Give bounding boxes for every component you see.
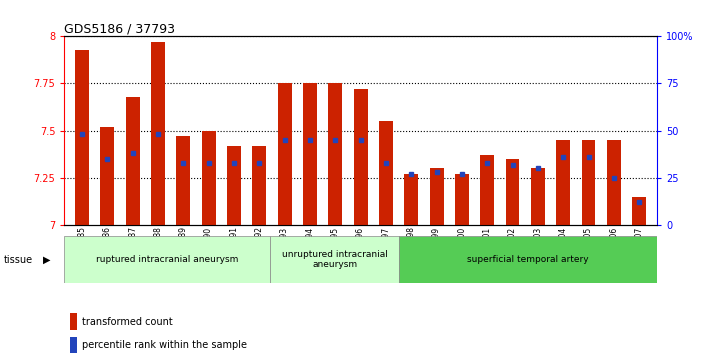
Bar [581,140,595,225]
Bar [430,168,443,225]
Text: ▶: ▶ [43,254,51,265]
Bar [607,140,620,225]
Bar [481,155,494,225]
Bar [278,83,291,225]
Text: superficial temporal artery: superficial temporal artery [467,255,589,264]
Text: transformed count: transformed count [82,317,173,327]
Bar [176,136,190,225]
Bar [353,89,368,225]
Bar [126,97,140,225]
Bar [506,159,520,225]
Bar [227,146,241,225]
Text: GDS5186 / 37793: GDS5186 / 37793 [64,22,175,35]
Bar [399,236,657,283]
Bar [70,313,77,330]
Bar [151,42,165,225]
Bar [531,168,545,225]
Bar [64,236,271,283]
Bar [632,197,646,225]
Bar [201,131,216,225]
Bar [455,174,469,225]
Bar [252,146,266,225]
Text: unruptured intracranial
aneurysm: unruptured intracranial aneurysm [282,250,388,269]
Text: ruptured intracranial aneurysm: ruptured intracranial aneurysm [96,255,238,264]
Bar [271,236,399,283]
Bar [70,337,77,354]
Text: percentile rank within the sample: percentile rank within the sample [82,340,247,350]
Bar [303,83,317,225]
Bar [328,83,342,225]
Bar [75,49,89,225]
Bar [556,140,570,225]
Bar [404,174,418,225]
Text: tissue: tissue [4,254,33,265]
Bar [101,127,114,225]
Bar [379,121,393,225]
